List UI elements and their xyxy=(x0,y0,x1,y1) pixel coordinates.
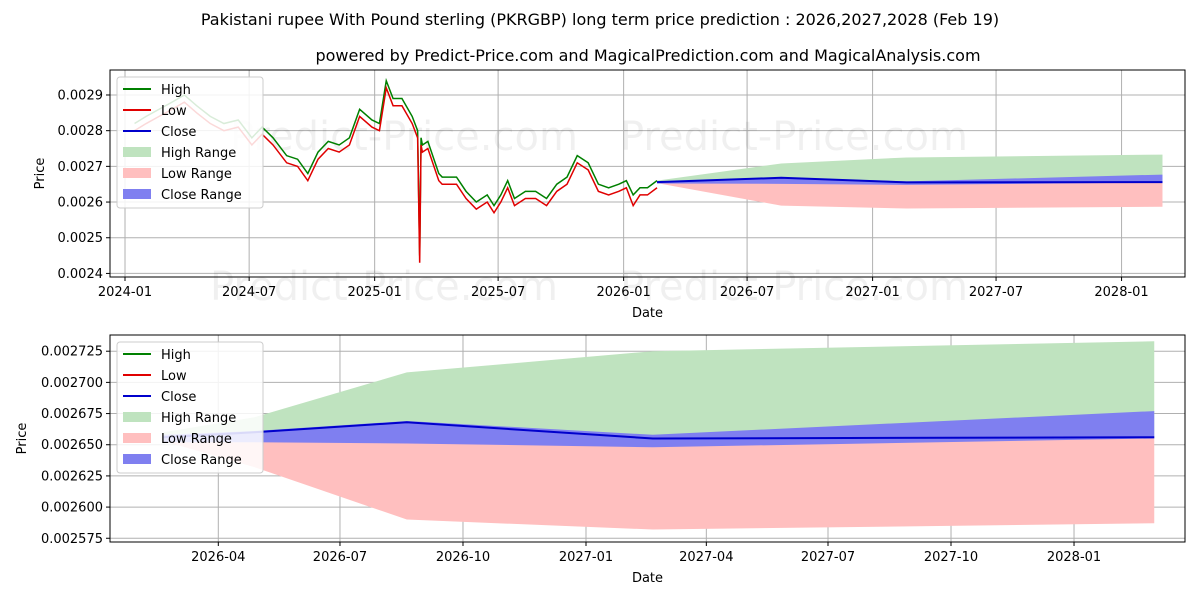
panel2-legend-label: High Range xyxy=(161,411,236,426)
panel2-y-axis-label: Price xyxy=(15,423,30,455)
panel2-legend-label: Close xyxy=(161,390,196,405)
panel2-legend-label: Low Range xyxy=(161,432,232,447)
panel2-legend-swatch-close-range xyxy=(123,454,151,464)
panel1-legend-label: High xyxy=(161,83,191,98)
panel2-x-tick-label: 2028-01 xyxy=(1047,550,1101,565)
panel2-axes-frame xyxy=(109,334,1186,543)
panel1-watermark: Predict-Price.com xyxy=(620,114,968,160)
panel1-x-tick-label: 2027-01 xyxy=(845,285,899,300)
panel2-y-tick-label: 0.002625 xyxy=(41,469,103,484)
panel2-x-tick-label: 2026-10 xyxy=(436,550,490,565)
panel2-low-range-band xyxy=(163,422,1155,530)
panel1-legend-label: High Range xyxy=(161,146,236,161)
panel2-x-tick-label: 2027-10 xyxy=(924,550,978,565)
panel1-high-range-band xyxy=(657,154,1163,183)
panel1-legend-swatch-close-range xyxy=(123,189,151,199)
panel2-x-tick-label: 2027-04 xyxy=(679,550,733,565)
panel1-watermark: Predict-Price.com xyxy=(620,264,968,310)
panel1-legend-label: Close xyxy=(161,125,196,140)
panel1-x-tick-label: 2025-01 xyxy=(347,285,401,300)
panel1-x-axis-label: Date xyxy=(632,306,663,321)
panel2-y-tick-label: 0.002675 xyxy=(41,407,103,422)
panel1-legend-swatch-high-range xyxy=(123,147,151,157)
panel1-y-tick-label: 0.0028 xyxy=(58,124,104,139)
panel2-legend-label: Low xyxy=(161,369,187,384)
panel2-x-axis-label: Date xyxy=(632,571,663,586)
panel1-x-tick-label: 2024-01 xyxy=(98,285,152,300)
panel2-x-tick-label: 2026-07 xyxy=(313,550,367,565)
chart-title: Pakistani rupee With Pound sterling (PKR… xyxy=(200,10,1000,29)
panel2-high-range-band xyxy=(163,341,1155,439)
panel1-y-tick-label: 0.0025 xyxy=(58,231,104,246)
panel2-y-tick-label: 0.002700 xyxy=(41,376,103,391)
panel2-legend-box xyxy=(116,341,264,474)
panel2-legend-swatch-low-range xyxy=(123,433,151,443)
panel1-legend-label: Close Range xyxy=(161,188,242,203)
panel2-y-tick-label: 0.002600 xyxy=(41,501,103,516)
panel2-legend-swatch-high-range xyxy=(123,412,151,422)
panel1-watermark: Predict-Price.com xyxy=(210,264,558,310)
panel2-x-tick-label: 2027-07 xyxy=(801,550,855,565)
panel1-y-tick-label: 0.0024 xyxy=(58,267,104,282)
chart-subtitle: powered by Predict-Price.com and Magical… xyxy=(315,46,981,65)
panel1-x-tick-label: 2028-01 xyxy=(1094,285,1148,300)
panel2-y-tick-label: 0.002575 xyxy=(41,532,103,547)
panel1-low-range-band xyxy=(657,177,1163,209)
panel1-y-tick-label: 0.0026 xyxy=(58,196,104,211)
panel2-y-tick-label: 0.002650 xyxy=(41,438,103,453)
panel2-x-tick-label: 2026-04 xyxy=(191,550,245,565)
panel1-x-tick-label: 2024-07 xyxy=(222,285,276,300)
panel1-y-tick-label: 0.0029 xyxy=(58,88,104,103)
panel2-legend-label: Close Range xyxy=(161,453,242,468)
panel1-x-tick-label: 2027-07 xyxy=(969,285,1023,300)
panel2-x-tick-label: 2027-01 xyxy=(559,550,613,565)
panel1-axes-frame xyxy=(109,69,1186,278)
panel2-y-tick-label: 0.002725 xyxy=(41,345,103,360)
panel1-close-line xyxy=(657,176,1163,184)
panel1-y-axis-label: Price xyxy=(33,158,48,190)
panel1-x-tick-label: 2025-07 xyxy=(471,285,525,300)
panel1-legend-label: Low Range xyxy=(161,167,232,182)
panel2-legend-label: High xyxy=(161,348,191,363)
panel1-x-tick-label: 2026-07 xyxy=(720,285,774,300)
panel1-x-tick-label: 2026-01 xyxy=(596,285,650,300)
panel1-y-tick-label: 0.0027 xyxy=(58,160,104,175)
panel1-watermark: Predict-Price.com xyxy=(230,114,578,160)
panel1-legend-box xyxy=(116,76,264,209)
panel1-legend-swatch-low-range xyxy=(123,168,151,178)
panel1-legend-label: Low xyxy=(161,104,187,119)
